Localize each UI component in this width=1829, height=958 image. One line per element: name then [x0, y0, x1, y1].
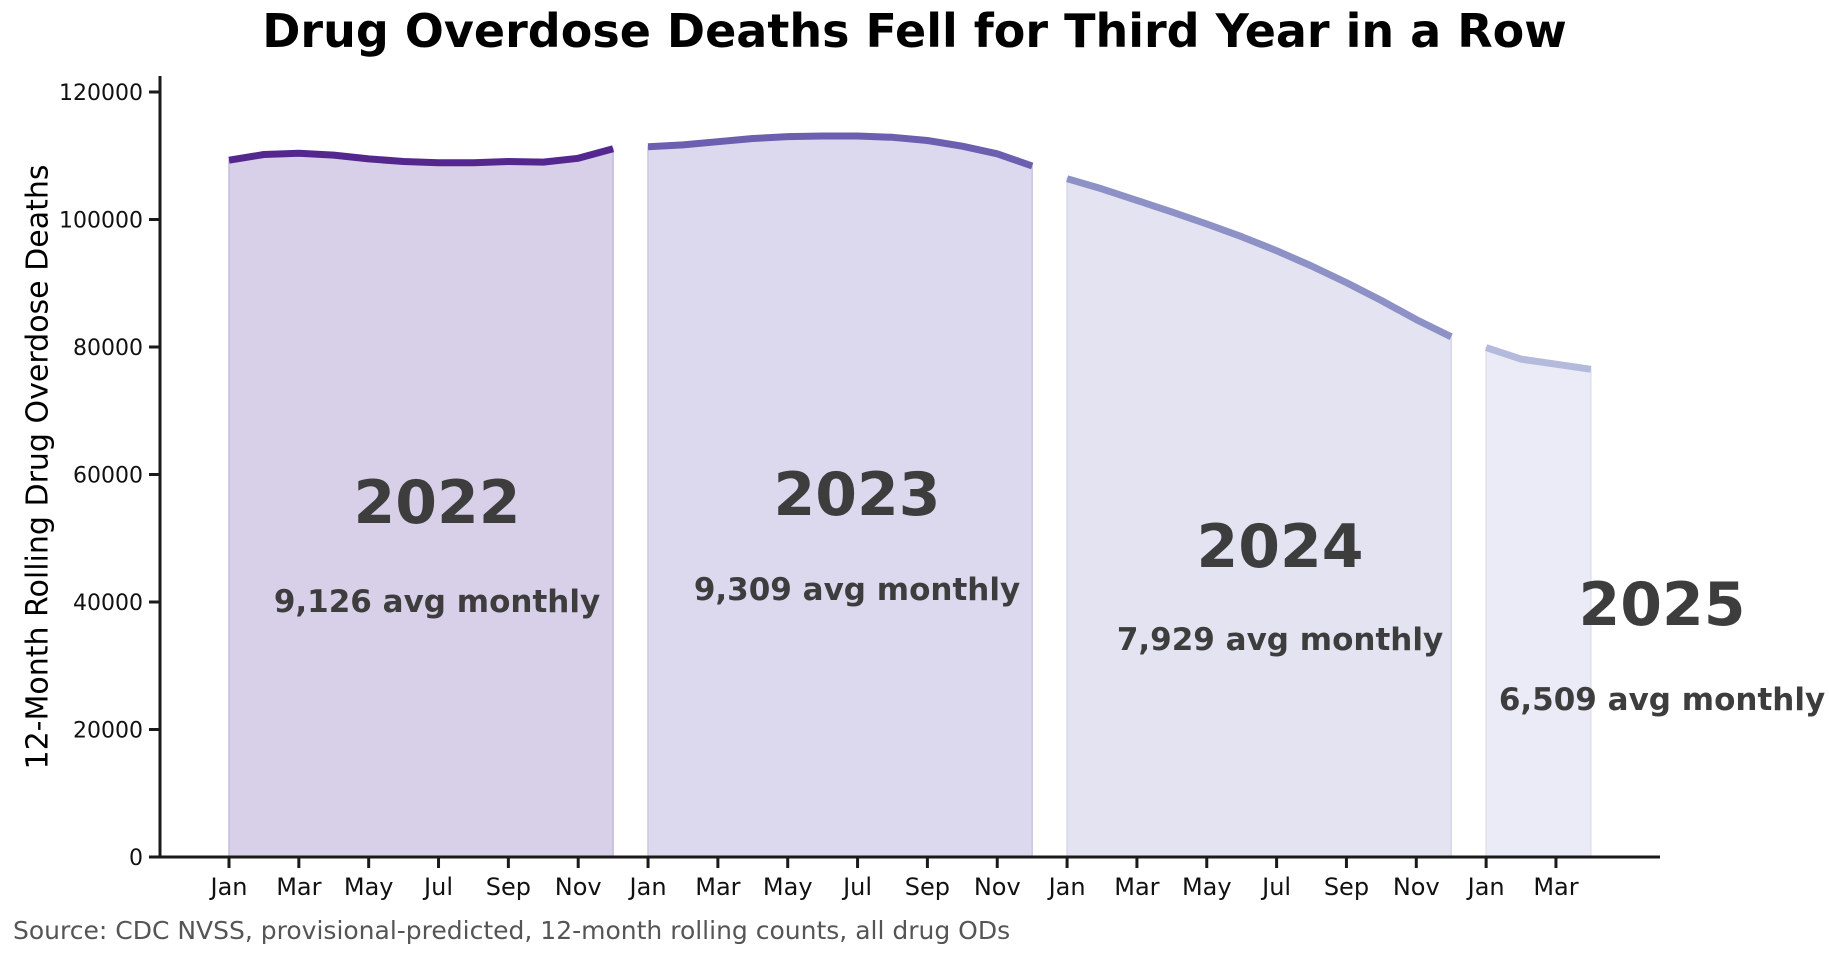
x-tick-label: Mar — [1114, 873, 1159, 901]
chart-title: Drug Overdose Deaths Fell for Third Year… — [262, 4, 1567, 58]
trend-lines — [228, 132, 1592, 373]
x-tick-label: Nov — [1393, 873, 1440, 901]
x-tick-label: Jan — [1466, 873, 1505, 901]
x-tick-label: Sep — [486, 873, 531, 901]
x-tick-label: Jul — [422, 873, 453, 901]
year-label-2023: 2023 — [773, 460, 941, 530]
avg-monthly-label-2023: 9,309 avg monthly — [693, 572, 1021, 608]
x-tick-label: May — [1182, 873, 1232, 901]
source-note: Source: CDC NVSS, provisional-predicted,… — [13, 916, 1011, 945]
trend-line-2023 — [647, 132, 1034, 170]
y-tick-label: 100000 — [59, 209, 143, 234]
x-tick-label: Mar — [1533, 873, 1578, 901]
x-tick-label: Jan — [1047, 873, 1086, 901]
x-tick-label: Jan — [209, 873, 248, 901]
x-tick-label: Jul — [1260, 873, 1291, 901]
trend-line-2024 — [1066, 175, 1453, 340]
y-tick-label: 0 — [129, 846, 143, 871]
trend-line-2025 — [1485, 344, 1592, 373]
x-tick-label: Sep — [905, 873, 950, 901]
y-axis-ticks: 0 20000 40000 60000 80000 100000 120000 — [59, 81, 160, 871]
x-tick-label: Nov — [555, 873, 602, 901]
x-tick-label: May — [344, 873, 394, 901]
y-tick-label: 40000 — [73, 591, 143, 616]
x-tick-label: Jul — [841, 873, 872, 901]
x-tick-label: Mar — [276, 873, 321, 901]
x-tick-label: Jan — [628, 873, 667, 901]
x-tick-label: Sep — [1324, 873, 1369, 901]
year-label-2025: 2025 — [1578, 570, 1746, 640]
x-tick-label: Nov — [974, 873, 1021, 901]
y-tick-label: 60000 — [73, 464, 143, 489]
y-tick-label: 20000 — [73, 719, 143, 744]
y-tick-label: 120000 — [59, 81, 143, 106]
avg-monthly-label-2024: 7,929 avg monthly — [1116, 622, 1444, 658]
x-tick-label: Mar — [695, 873, 740, 901]
trend-line-2022 — [228, 145, 615, 167]
area-2025 — [1485, 346, 1592, 858]
area-fills — [228, 135, 1592, 858]
year-label-2022: 2022 — [353, 468, 521, 538]
year-label-2024: 2024 — [1196, 512, 1364, 582]
avg-monthly-label-2025: 6,509 avg monthly — [1498, 682, 1826, 718]
y-tick-label: 80000 — [73, 336, 143, 361]
x-axis-ticks: Jan Mar May Jul Sep Nov Jan Mar May Jul Sep Nov Jan M… — [209, 857, 1579, 901]
avg-monthly-label-2022: 9,126 avg monthly — [273, 584, 601, 620]
x-tick-label: May — [763, 873, 813, 901]
